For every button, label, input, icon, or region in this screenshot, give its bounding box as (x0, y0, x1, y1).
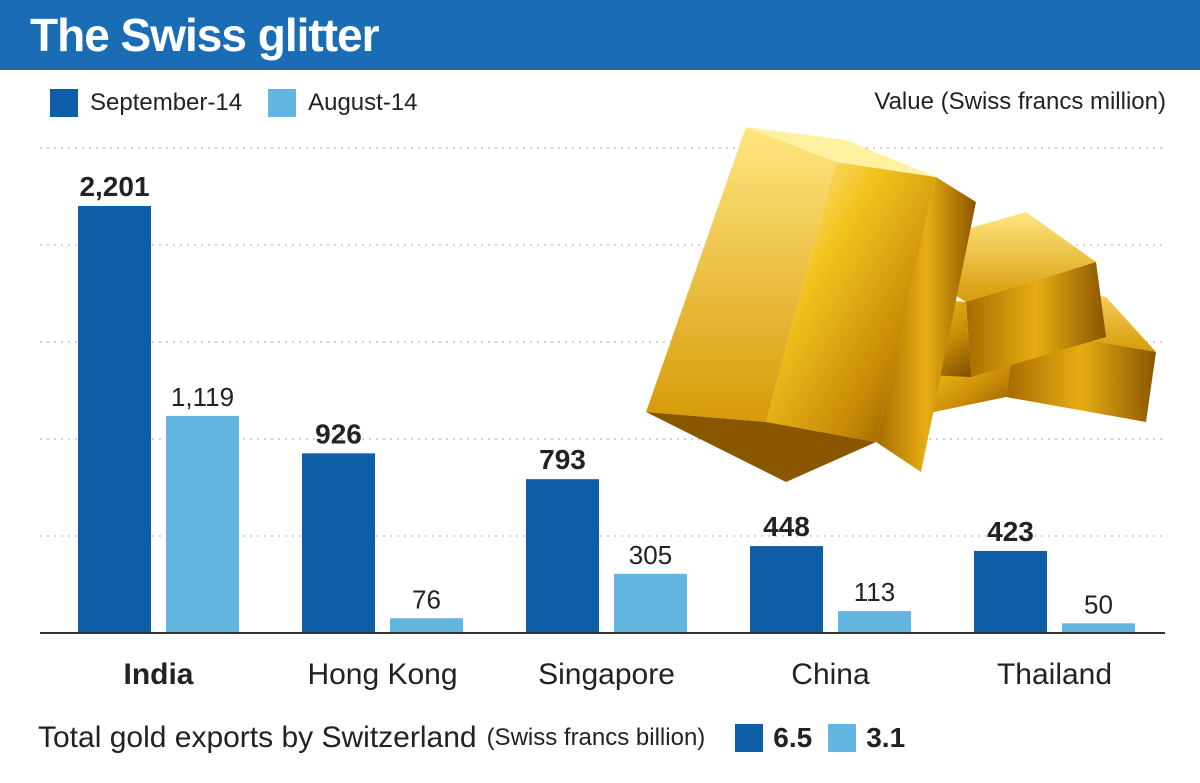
footer-value-september: 6.5 (773, 722, 813, 753)
footer-label: Total gold exports by Switzerland (38, 721, 477, 754)
bar-august (1062, 623, 1135, 633)
bar-august (614, 573, 687, 633)
legend-swatch-september (50, 89, 78, 117)
category-label: Singapore (538, 658, 675, 691)
bar-september (974, 550, 1047, 633)
bar-september (302, 453, 375, 633)
data-label: 926 (315, 418, 362, 449)
legend-item-september: September-14 (50, 89, 242, 117)
bar-august (166, 415, 239, 633)
data-label: 50 (1084, 589, 1113, 619)
footer-swatch-august (828, 724, 857, 752)
legend-swatch-august (268, 89, 297, 117)
legend-label-august: August-14 (308, 89, 418, 116)
bar-september (526, 479, 599, 633)
data-label: 448 (763, 511, 810, 542)
data-label: 305 (629, 540, 672, 570)
units-label: Value (Swiss francs million) (874, 88, 1166, 115)
category-label: Thailand (997, 658, 1112, 691)
legend-label-september: September-14 (90, 89, 243, 116)
data-label: 2,201 (79, 171, 149, 202)
footer: Total gold exports by Switzerland (Swiss… (38, 718, 921, 758)
data-label: 76 (412, 584, 441, 614)
legend-item-august: August-14 (268, 89, 418, 117)
bar-august (390, 618, 463, 633)
footer-swatch-september (735, 724, 764, 752)
title-bar: The Swiss glitter (0, 0, 1200, 70)
bar-august (838, 611, 911, 633)
bar-september (750, 546, 823, 633)
bar-september (78, 206, 151, 634)
data-label: 1,119 (171, 382, 234, 412)
legend: September-14 August-14 (50, 88, 444, 118)
chart-title: The Swiss glitter (30, 9, 380, 61)
footer-unit: (Swiss francs billion) (486, 724, 706, 751)
category-label: Hong Kong (307, 658, 457, 691)
category-label: China (791, 658, 870, 691)
data-label: 423 (987, 516, 1034, 547)
footer-value-august: 3.1 (866, 722, 906, 753)
category-label: India (123, 658, 193, 691)
data-label: 113 (854, 577, 895, 607)
data-label: 793 (539, 444, 586, 475)
gold-bars-image (646, 127, 1156, 482)
